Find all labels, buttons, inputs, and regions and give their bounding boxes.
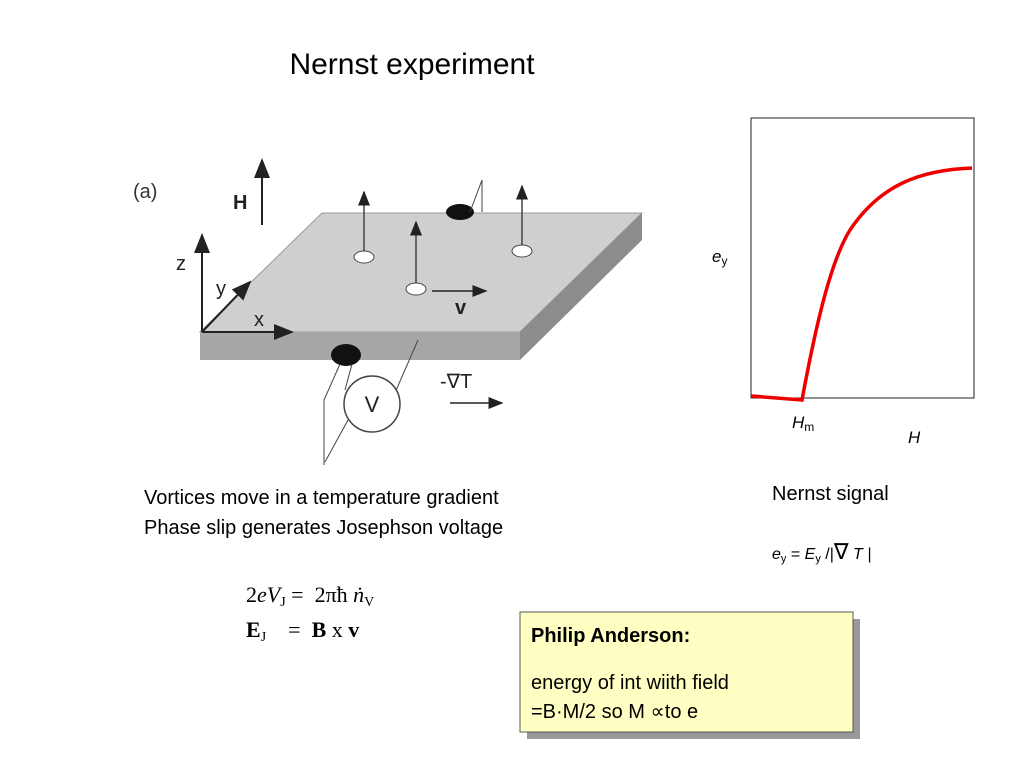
text-part: = xyxy=(786,546,804,563)
caption-line: Phase slip generates Josephson voltage xyxy=(144,517,503,539)
x-label: H xyxy=(908,428,921,447)
text-part: T | xyxy=(849,546,872,563)
text-part: E xyxy=(805,546,816,563)
panel-label: (a) xyxy=(133,181,157,203)
text-part: v xyxy=(348,617,359,642)
title: Nernst experiment xyxy=(289,48,535,81)
caption-line: Vortices move in a temperature gradient xyxy=(144,487,499,509)
nernst-title: Nernst signal xyxy=(772,483,889,505)
text-part: E xyxy=(246,617,261,642)
text-part: V xyxy=(364,595,374,610)
nernst-formula: ey = Ey /|∇ T | xyxy=(772,539,871,565)
marker-label: Hm xyxy=(792,413,814,434)
equation: EJ = B x v xyxy=(246,617,359,645)
text-part: y xyxy=(815,553,821,565)
diagram: (a) H z y x v -∇T V xyxy=(133,158,644,465)
note-line: =B·M/2 so M ∝to e xyxy=(531,701,698,723)
label-h: H xyxy=(233,192,247,214)
text-part: /| xyxy=(821,546,834,563)
text-part: = 2πħ xyxy=(286,582,354,607)
text-part: x xyxy=(326,617,348,642)
nernst-plot: ey Hm H xyxy=(712,117,975,447)
text-part: y xyxy=(721,254,727,268)
text-part: H xyxy=(792,413,805,432)
equation: 2eVJ = 2πħ ṅV xyxy=(246,582,374,610)
text-part: eV xyxy=(257,582,283,607)
label-z: z xyxy=(176,253,186,275)
text-part: m xyxy=(804,420,814,434)
text-part: e xyxy=(772,546,781,563)
text-part: 2 xyxy=(246,582,257,607)
text-part: y xyxy=(781,553,787,565)
y-label: ey xyxy=(712,247,727,268)
note-box: Philip Anderson: energy of int wiith fie… xyxy=(519,611,860,739)
text-part: J xyxy=(280,595,286,610)
text-part: ṅ xyxy=(353,582,364,607)
text-part: = xyxy=(266,617,311,642)
label-gradient: -∇T xyxy=(440,371,472,393)
note-line: energy of int wiith field xyxy=(531,672,729,694)
text-part: e xyxy=(712,247,721,266)
text-part: B xyxy=(312,617,327,642)
label-v: v xyxy=(455,297,467,319)
text-part: ∇ xyxy=(833,539,849,564)
text-part: J xyxy=(261,630,267,645)
label-x: x xyxy=(254,309,264,331)
label-y: y xyxy=(216,278,226,300)
label-voltmeter: V xyxy=(365,392,380,417)
note-title: Philip Anderson: xyxy=(531,625,690,647)
